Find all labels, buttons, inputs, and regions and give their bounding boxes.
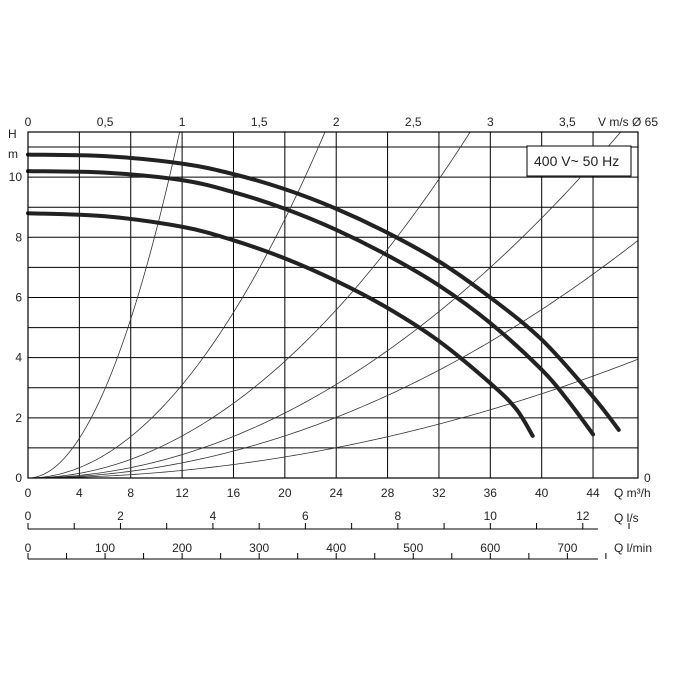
top-tick-label: 0 [25,115,32,129]
x-tick-label: 24 [330,486,344,500]
system-curve [27,131,471,479]
lmin-tick-label: 600 [480,541,500,555]
top-tick-label: 3 [487,115,494,129]
lmin-tick-label: 200 [172,541,192,555]
top-tick-label: 2 [333,115,340,129]
x-tick-label: 36 [484,486,498,500]
x-tick-label: 16 [227,486,241,500]
x-tick-label: 44 [586,486,600,500]
plot-frame [27,131,639,479]
pump-curves [26,152,621,438]
top-tick-label: 3,5 [559,115,576,129]
x-axis-label-lmin: Q l/min [614,541,652,555]
y-tick-label: 4 [15,351,22,365]
ls-tick-label: 8 [395,509,402,523]
x-axis-label-m3h: Q m³/h [614,486,651,500]
ls-tick-label: 10 [484,509,498,523]
system-curves [27,131,639,479]
lmin-tick-label: 0 [25,541,32,555]
right-axis-zero: 0 [644,471,651,485]
top-axis-label: V m/s Ø 65 [598,115,658,129]
ls-tick-label: 12 [576,509,590,523]
lmin-tick-label: 400 [326,541,346,555]
ls-tick-label: 6 [302,509,309,523]
lmin-tick-label: 300 [249,541,269,555]
lmin-tick-label: 500 [403,541,423,555]
top-tick-label: 1,5 [251,115,268,129]
top-tick-label: 2,5 [405,115,422,129]
lmin-tick-label: 700 [557,541,577,555]
x-tick-label: 32 [432,486,446,500]
pump-curve [26,169,596,437]
x-tick-label: 12 [175,486,189,500]
y-tick-label: 10 [9,170,23,184]
x-tick-label: 40 [535,486,549,500]
system-curve [27,131,621,479]
system-curve [27,131,181,479]
x-tick-label: 20 [278,486,292,500]
x-tick-label: 28 [381,486,395,500]
legend-box [526,145,632,177]
x-tick-label: 0 [25,486,32,500]
y-tick-label: 6 [15,290,22,304]
pump-curve [26,211,535,438]
y-axis-unit: m [8,147,18,161]
pump-curve [26,152,621,432]
x-axis-label-ls: Q l/s [614,511,639,525]
y-axis-label: H [8,127,17,141]
legend-label: 400 V~ 50 Hz [534,153,619,169]
secondary-scales: 0 2 4 6 8 10 12 0 100 200 300 400 500 600 700 [25,509,630,559]
y-tick-label: 0 [15,471,22,485]
y-tick-label: 2 [15,411,22,425]
top-tick-label: 1 [179,115,186,129]
system-curve [27,358,639,479]
ls-tick-label: 2 [117,509,124,523]
lmin-tick-label: 100 [95,541,115,555]
system-curve [27,131,326,479]
system-curve [27,240,639,479]
ls-tick-label: 0 [25,509,32,523]
x-tick-label: 8 [127,486,134,500]
ls-tick-label: 4 [210,509,217,523]
grid [28,132,638,478]
x-tick-label: 4 [76,486,83,500]
top-tick-label: 0,5 [97,115,114,129]
y-tick-label: 8 [15,230,22,244]
